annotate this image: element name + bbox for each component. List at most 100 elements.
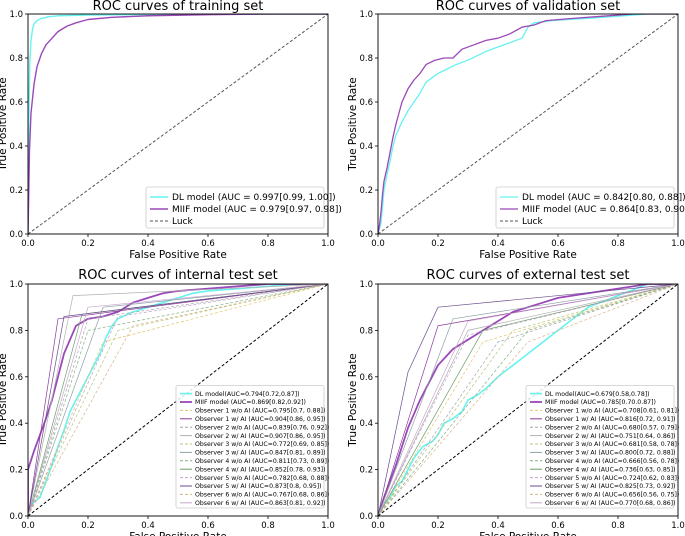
legend-label: Observer 1 w/o AI (AUC=0.795[0.7, 0.88]) xyxy=(195,408,325,415)
series-group xyxy=(28,14,328,234)
x-axis-label: False Positive Rate xyxy=(129,249,227,261)
legend-label: DL model (AUC = 0.997[0.99, 1.00]) xyxy=(172,193,336,203)
y-tick-label: 0.4 xyxy=(359,419,373,429)
x-tick-label: 0.2 xyxy=(81,239,95,249)
legend: DL model(AUC=0.679[0.58,0.78])MIIF model… xyxy=(525,384,679,509)
y-axis-label: True Positive Rate xyxy=(347,353,359,448)
legend-label: DL model (AUC = 0.842[0.80, 0.88]) xyxy=(522,193,685,203)
series-group xyxy=(378,284,678,516)
roc-line-13 xyxy=(28,284,328,516)
chart-title: ROC curves of training set xyxy=(93,0,264,14)
y-tick-label: 0.6 xyxy=(9,373,23,383)
axes-frame xyxy=(27,13,329,235)
legend-label: Observer 4 w/ AI (AUC=0.736[0.63, 0.85]) xyxy=(545,466,676,473)
legend-label: Observer 4 w/o AI (AUC=0.811[0.73, 0.89]… xyxy=(195,458,329,465)
axes-frame xyxy=(27,283,329,517)
roc-line-6 xyxy=(28,284,328,516)
y-tick-label: 0.2 xyxy=(9,466,23,476)
axes-frame xyxy=(377,283,679,517)
x-tick-label: 0.8 xyxy=(611,239,625,249)
legend-label: DL model(AUC=0.794[0.72,0.87]) xyxy=(195,391,300,398)
series-group xyxy=(28,284,328,516)
x-tick-label: 0.0 xyxy=(371,239,385,249)
x-tick-label: 1.0 xyxy=(321,521,335,531)
roc-panel-2: ROC curves of validation set 0.00.0 0.2 0.2… xyxy=(347,0,685,261)
legend-label: Luck xyxy=(172,217,194,227)
chart-title: ROC curves of validation set xyxy=(436,0,620,14)
legend-label: Observer 2 w/ AI (AUC=0.751[0.64, 0.86]) xyxy=(545,433,676,440)
y-tick-label: 0.8 xyxy=(9,54,23,64)
x-axis-label: False Positive Rate xyxy=(479,531,577,536)
y-tick-label: 0.0 xyxy=(359,230,373,240)
legend-label: DL model(AUC=0.679[0.58,0.78]) xyxy=(545,391,650,398)
legend-label: Observer 5 w/ AI (AUC=0.825[0.73, 0.92]) xyxy=(545,483,676,490)
roc-line-0 xyxy=(378,284,678,516)
roc-line-13 xyxy=(378,284,678,516)
y-axis-label: True Positive Rate xyxy=(0,353,9,448)
roc-line-7 xyxy=(378,284,678,516)
roc-line-3 xyxy=(28,284,328,516)
legend-label: Observer 3 w/ AI (AUC=0.847[0.81, 0.89]) xyxy=(195,450,326,457)
roc-line-1 xyxy=(378,14,678,234)
legend-label: MIIF model (AUC=0.869[0.82,0.92]) xyxy=(195,399,306,406)
x-tick-label: 0.4 xyxy=(141,521,155,531)
roc-line-7 xyxy=(28,284,328,516)
legend-label: MIIF model (AUC=0.785[0.70.0.87]) xyxy=(545,399,656,406)
x-tick-label: 0.8 xyxy=(611,521,625,531)
legend-label: Observer 5 w/o AI (AUC=0.782[0.68, 0.88]… xyxy=(195,475,329,482)
roc-panel-1: ROC curves of training set 0.00.0 0.2 0.2 0.… xyxy=(0,0,342,261)
x-tick-label: 0.4 xyxy=(491,521,505,531)
roc-line-1 xyxy=(28,14,328,234)
y-tick-label: 0.8 xyxy=(359,54,373,64)
roc-line-1 xyxy=(378,284,678,516)
x-tick-label: 1.0 xyxy=(671,239,685,249)
legend-label: Observer 1 w/ AI (AUC=0.904[0.86, 0.95]) xyxy=(195,416,326,423)
roc-line-2 xyxy=(378,284,678,516)
legend-label: Observer 6 w/ AI (AUC=0.863[0.81, 0.92]) xyxy=(195,500,326,507)
legend-label: MIIF model (AUC = 0.979[0.97, 0.98]) xyxy=(172,205,342,215)
luck-line xyxy=(28,284,328,516)
roc-line-8 xyxy=(28,284,328,516)
roc-line-0 xyxy=(378,14,678,234)
x-tick-label: 0.2 xyxy=(431,521,445,531)
y-tick-label: 0.8 xyxy=(359,326,373,336)
legend-label: Observer 3 w/o AI (AUC=0.681[0.58, 0.78]… xyxy=(545,441,679,448)
legend-label: Observer 6 w/ AI (AUC=0.770[0.68, 0.86]) xyxy=(545,500,676,507)
legend-label: Observer 4 w/ AI (AUC=0.852[0.78, 0.93]) xyxy=(195,466,326,473)
legend-label: Observer 6 w/o AI (AUC=0.767[0.68, 0.86]… xyxy=(195,492,329,499)
legend-box xyxy=(495,186,675,229)
y-tick-label: 0.4 xyxy=(9,142,23,152)
roc-line-6 xyxy=(378,284,678,516)
legend-label: MIIF model (AUC = 0.864[0.83, 0.90]) xyxy=(522,205,685,215)
legend-label: Observer 2 w/o AI (AUC=0.839[0.76, 0.92]… xyxy=(195,424,329,431)
legend-label: Luck xyxy=(522,217,544,227)
y-tick-label: 0.0 xyxy=(9,512,23,522)
chart-title: ROC curves of external test set xyxy=(426,268,629,283)
legend-label: Observer 4 w/o AI (AUC=0.666[0.56, 0.78]… xyxy=(545,458,679,465)
x-tick-label: 1.0 xyxy=(321,239,335,249)
x-tick-label: 0.6 xyxy=(551,521,565,531)
legend-label: Observer 1 w/o AI (AUC=0.708[0.61, 0.81]… xyxy=(545,408,679,415)
legend-label: Observer 5 w/ AI (AUC=0.873[0.8, 0.95]) xyxy=(195,483,322,490)
legend-label: Observer 3 w/o AI (AUC=0.772[0.69, 0.85]… xyxy=(195,441,329,448)
y-tick-label: 0.6 xyxy=(9,98,23,108)
y-tick-label: 0.4 xyxy=(359,142,373,152)
roc-line-12 xyxy=(28,284,328,516)
series-group xyxy=(378,14,678,234)
roc-line-5 xyxy=(28,284,328,516)
y-tick-label: 1.0 xyxy=(359,10,373,20)
y-tick-label: 0.2 xyxy=(359,186,373,196)
chart-title: ROC curves of internal test set xyxy=(78,268,277,283)
y-tick-label: 0.0 xyxy=(359,512,373,522)
legend-label: Observer 6 w/o AI (AUC=0.656[0.56, 0.75]… xyxy=(545,492,679,499)
x-tick-label: 0.2 xyxy=(431,239,445,249)
x-axis-label: False Positive Rate xyxy=(479,249,577,261)
x-axis-label: False Positive Rate xyxy=(129,531,227,536)
x-tick-label: 0.4 xyxy=(141,239,155,249)
roc-line-5 xyxy=(378,284,678,516)
luck-line xyxy=(378,14,678,234)
x-tick-label: 0.0 xyxy=(21,239,35,249)
roc-line-10 xyxy=(28,284,328,516)
legend-box xyxy=(525,384,675,509)
